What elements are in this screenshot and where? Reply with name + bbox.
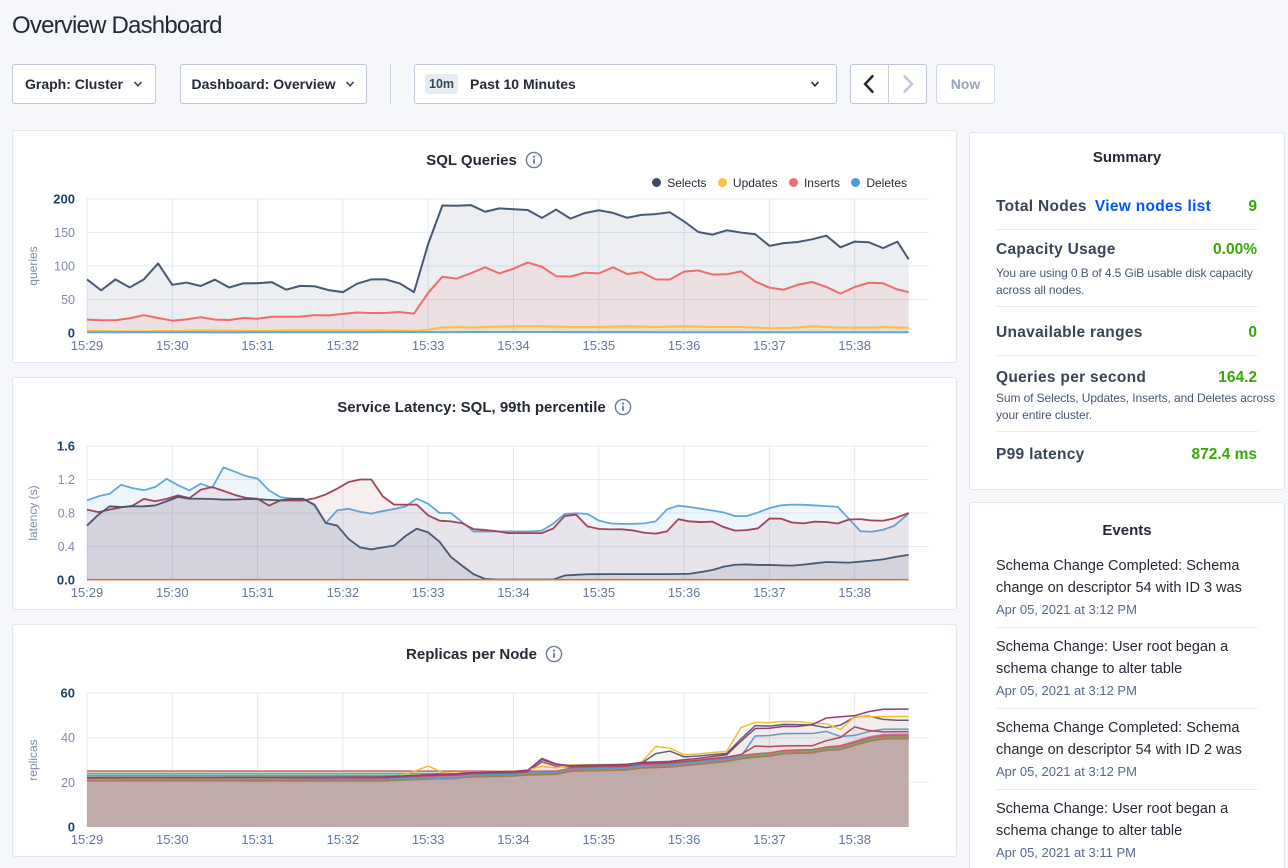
svg-text:0: 0 (68, 326, 75, 341)
svg-text:0: 0 (68, 820, 75, 835)
svg-text:40: 40 (61, 731, 75, 745)
svg-text:15:31: 15:31 (241, 585, 274, 600)
svg-text:15:31: 15:31 (241, 338, 274, 353)
svg-text:15:36: 15:36 (668, 832, 701, 847)
svg-text:0.0: 0.0 (57, 573, 75, 588)
svg-text:15:35: 15:35 (583, 832, 616, 847)
svg-text:15:30: 15:30 (156, 338, 189, 353)
svg-text:15:38: 15:38 (838, 585, 871, 600)
svg-text:15:37: 15:37 (753, 338, 786, 353)
svg-text:15:32: 15:32 (327, 585, 360, 600)
svg-text:100: 100 (54, 260, 75, 274)
svg-text:15:34: 15:34 (497, 832, 530, 847)
svg-text:50: 50 (61, 293, 75, 307)
svg-text:0.8: 0.8 (58, 507, 75, 521)
svg-text:latency (s): latency (s) (26, 485, 40, 540)
svg-text:15:34: 15:34 (497, 585, 530, 600)
svg-text:15:38: 15:38 (838, 338, 871, 353)
svg-text:15:35: 15:35 (583, 585, 616, 600)
svg-text:1.6: 1.6 (57, 439, 75, 454)
svg-text:15:33: 15:33 (412, 585, 445, 600)
svg-text:replicas: replicas (26, 739, 40, 780)
svg-text:20: 20 (61, 776, 75, 790)
svg-text:15:33: 15:33 (412, 338, 445, 353)
svg-text:15:29: 15:29 (71, 585, 104, 600)
svg-text:queries: queries (26, 246, 40, 285)
svg-text:15:30: 15:30 (156, 585, 189, 600)
svg-text:200: 200 (53, 192, 75, 207)
svg-text:15:32: 15:32 (327, 832, 360, 847)
svg-text:1.2: 1.2 (58, 473, 75, 487)
svg-text:15:29: 15:29 (71, 832, 104, 847)
svg-text:15:37: 15:37 (753, 832, 786, 847)
svg-text:15:32: 15:32 (327, 338, 360, 353)
svg-text:150: 150 (54, 226, 75, 240)
svg-text:15:30: 15:30 (156, 832, 189, 847)
svg-text:15:37: 15:37 (753, 585, 786, 600)
svg-text:15:29: 15:29 (71, 338, 104, 353)
svg-text:15:31: 15:31 (241, 832, 274, 847)
svg-text:15:33: 15:33 (412, 832, 445, 847)
svg-text:60: 60 (61, 686, 75, 701)
svg-text:15:38: 15:38 (838, 832, 871, 847)
svg-text:15:36: 15:36 (668, 338, 701, 353)
svg-text:15:34: 15:34 (497, 338, 530, 353)
svg-text:0.4: 0.4 (58, 540, 75, 554)
svg-text:15:35: 15:35 (583, 338, 616, 353)
svg-text:15:36: 15:36 (668, 585, 701, 600)
